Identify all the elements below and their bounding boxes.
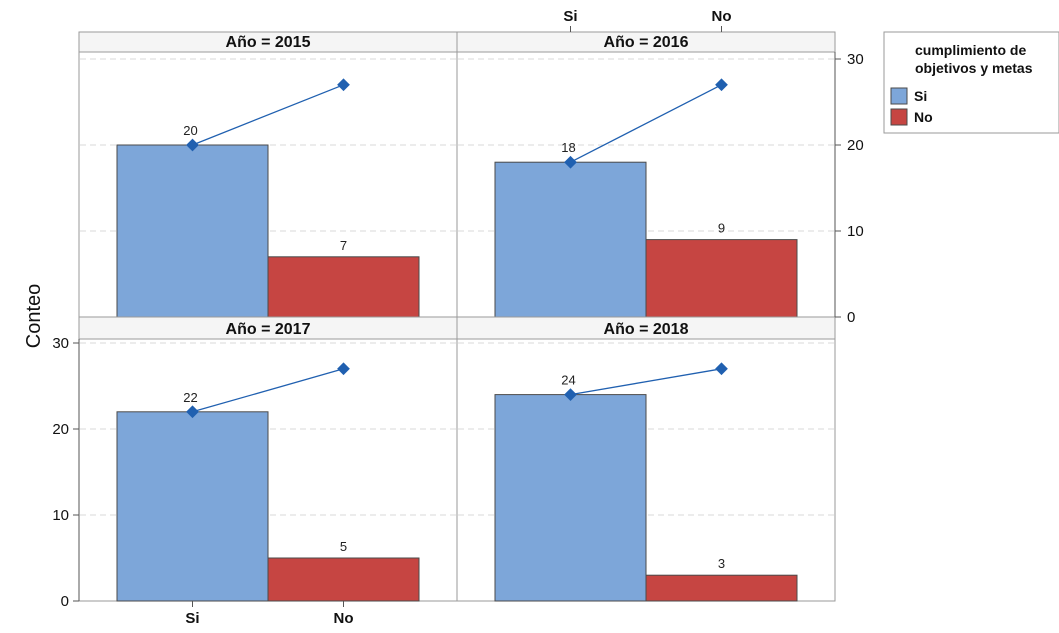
line-marker (186, 138, 199, 152)
legend-title: cumplimiento de (915, 42, 1026, 58)
legend-title: objetivos y metas (915, 60, 1033, 76)
legend-label: Si (914, 88, 927, 104)
bar-no (267, 557, 420, 602)
bar-no (645, 239, 798, 318)
legend-label: No (914, 109, 933, 125)
y-tick-label: 30 (847, 51, 864, 68)
y-tick-label: 20 (847, 137, 864, 154)
x-tick-label: No (334, 610, 354, 627)
panel-title: Año = 2017 (226, 321, 311, 338)
data-label: 9 (718, 221, 725, 236)
bar-no (645, 574, 798, 602)
y-tick-label: 10 (52, 507, 69, 524)
panel-title: Año = 2015 (226, 34, 311, 51)
bar-si (494, 161, 647, 318)
y-axis-title: Conteo (23, 284, 45, 349)
panel-title: Año = 2018 (604, 321, 689, 338)
trend-line (570, 368, 722, 396)
data-label: 22 (183, 390, 197, 405)
data-label: 5 (340, 539, 347, 554)
legend-swatch-si (890, 87, 908, 105)
bar-si (494, 394, 647, 602)
x-tick-label: Si (563, 8, 577, 25)
panel-strip (456, 316, 836, 340)
y-tick-label: 20 (52, 421, 69, 438)
y-tick-label: 30 (52, 335, 69, 352)
panel-title: Año = 2016 (604, 34, 689, 51)
data-label: 7 (340, 238, 347, 253)
y-tick-label: 10 (847, 223, 864, 240)
x-tick-label: No (712, 8, 732, 25)
panel-strip (456, 31, 836, 53)
data-label: 18 (561, 140, 575, 155)
y-tick-label: 0 (61, 593, 69, 610)
bar-no (267, 256, 420, 318)
data-label: 3 (718, 556, 725, 571)
line-marker (337, 362, 350, 376)
legend-box (883, 31, 1059, 134)
trend-line (192, 368, 344, 413)
trend-line (570, 84, 722, 163)
trend-line (192, 84, 344, 146)
x-tick-label: Si (185, 610, 199, 627)
legend-swatch-no (890, 108, 908, 126)
y-tick-label: 0 (847, 309, 855, 326)
bar-si (116, 144, 269, 318)
line-marker (337, 78, 350, 92)
line-marker (186, 405, 199, 419)
data-label: 24 (561, 373, 575, 388)
bar-si (116, 411, 269, 602)
data-label: 20 (183, 123, 197, 138)
